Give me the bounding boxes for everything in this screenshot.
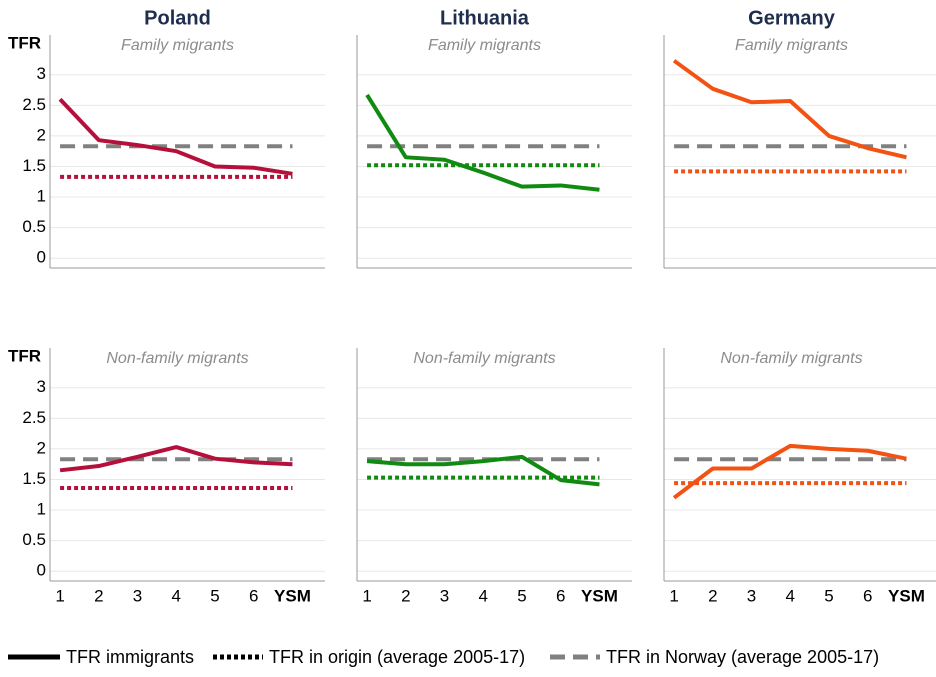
series-line bbox=[366, 454, 600, 487]
x-tick-label: 5 bbox=[210, 586, 219, 605]
panel-label: Family migrants bbox=[428, 37, 541, 54]
x-tick-label: 4 bbox=[786, 586, 795, 605]
y-tick-label: 1 bbox=[37, 500, 46, 519]
y-tick-label: 1 bbox=[37, 187, 46, 206]
panel-label: Family migrants bbox=[121, 37, 234, 54]
x-tick-label: 2 bbox=[401, 586, 410, 605]
x-tick-label: 3 bbox=[133, 586, 142, 605]
x-tick-label: YSM bbox=[888, 586, 925, 605]
y-axis-label: TFR bbox=[8, 33, 41, 52]
panel-label: Family migrants bbox=[735, 37, 848, 54]
x-tick-label: 4 bbox=[172, 586, 181, 605]
y-tick-label: 2 bbox=[37, 438, 46, 457]
y-tick-label: 0 bbox=[37, 248, 46, 267]
x-tick-label: YSM bbox=[581, 586, 618, 605]
y-tick-label: 1.5 bbox=[22, 156, 46, 175]
x-tick-label: 1 bbox=[55, 586, 64, 605]
x-tick-label: 1 bbox=[362, 586, 371, 605]
y-axis-label: TFR bbox=[8, 346, 41, 365]
y-tick-label: 2 bbox=[37, 125, 46, 144]
x-tick-label: 6 bbox=[863, 586, 872, 605]
column-title: Germany bbox=[748, 7, 836, 29]
series-line bbox=[672, 59, 907, 160]
x-tick-label: YSM bbox=[274, 586, 311, 605]
panel-label: Non-family migrants bbox=[106, 350, 248, 367]
series-line bbox=[672, 443, 907, 500]
panel-label: Non-family migrants bbox=[720, 350, 862, 367]
y-tick-label: 2.5 bbox=[22, 408, 46, 427]
x-tick-label: 5 bbox=[517, 586, 526, 605]
x-tick-label: 1 bbox=[669, 586, 678, 605]
x-tick-label: 5 bbox=[824, 586, 833, 605]
x-tick-label: 6 bbox=[556, 586, 565, 605]
x-tick-label: 6 bbox=[249, 586, 258, 605]
y-tick-label: 1.5 bbox=[22, 469, 46, 488]
legend-label: TFR immigrants bbox=[66, 647, 194, 667]
column-title: Lithuania bbox=[440, 7, 530, 29]
y-tick-label: 0.5 bbox=[22, 217, 46, 236]
x-tick-label: 4 bbox=[479, 586, 488, 605]
y-tick-label: 2.5 bbox=[22, 95, 46, 114]
panel-label: Non-family migrants bbox=[413, 350, 555, 367]
x-tick-label: 3 bbox=[747, 586, 756, 605]
x-tick-label: 2 bbox=[94, 586, 103, 605]
y-tick-label: 3 bbox=[37, 377, 46, 396]
x-tick-label: 3 bbox=[440, 586, 449, 605]
series-line bbox=[365, 93, 600, 192]
y-tick-label: 0.5 bbox=[22, 530, 46, 549]
series-line bbox=[58, 97, 293, 176]
y-tick-label: 3 bbox=[37, 64, 46, 83]
series-line bbox=[59, 445, 293, 473]
y-tick-label: 0 bbox=[37, 561, 46, 580]
column-title: Poland bbox=[144, 7, 211, 29]
legend-label: TFR in Norway (average 2005-17) bbox=[606, 647, 879, 667]
x-tick-label: 2 bbox=[708, 586, 717, 605]
legend-label: TFR in origin (average 2005-17) bbox=[269, 647, 525, 667]
